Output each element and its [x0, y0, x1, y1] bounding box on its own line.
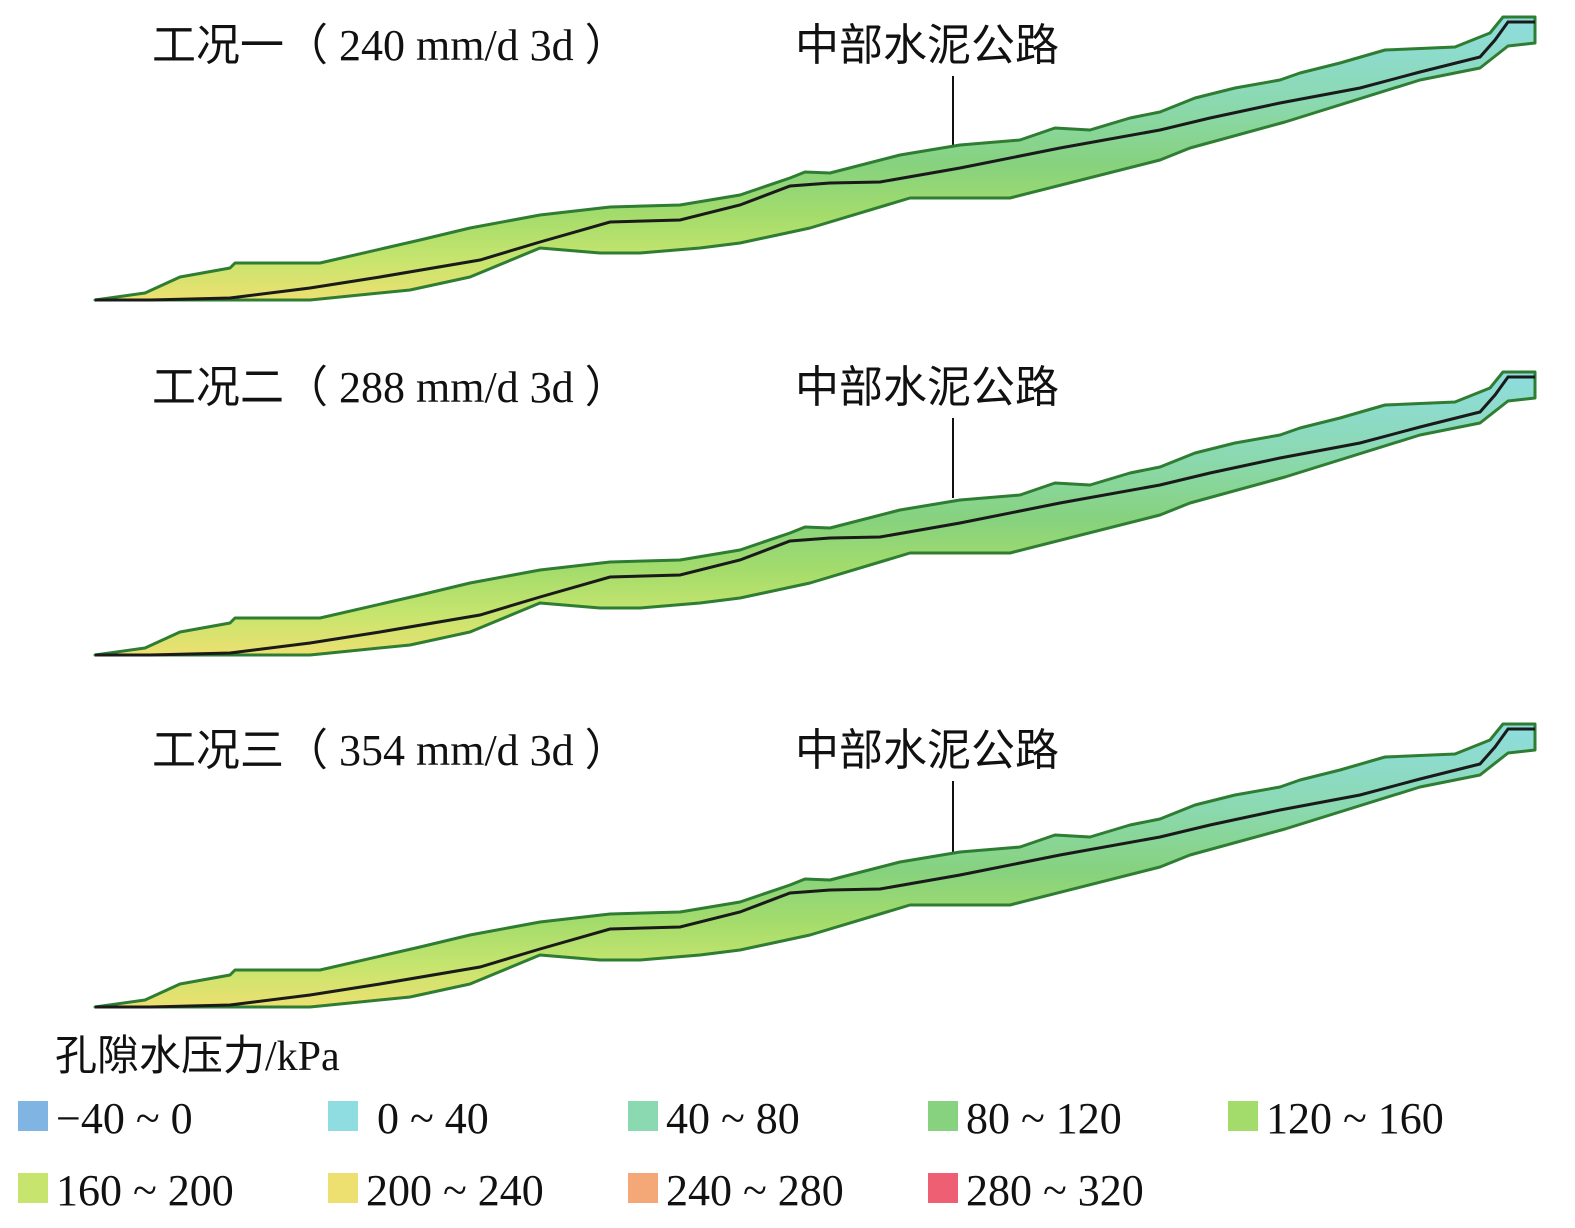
panel-1-title: 工况一（ 240 mm/d 3d ） — [152, 21, 629, 70]
legend-label: 200 ~ 240 — [366, 1166, 544, 1215]
legend-swatch — [1228, 1101, 1258, 1131]
panel-1-road-label: 中部水泥公路 — [795, 21, 1059, 70]
legend-swatch — [928, 1173, 958, 1203]
legend-swatch — [18, 1101, 48, 1131]
legend-label: −40 ~ 0 — [56, 1094, 193, 1143]
panel-1-water-table — [95, 20, 1535, 302]
panel-3: 工况三（ 354 mm/d 3d ） 中部水泥公路 — [93, 722, 1537, 1009]
panel-2: 工况二（ 288 mm/d 3d ） 中部水泥公路 — [93, 363, 1537, 657]
panel-1-slope — [93, 15, 1537, 302]
legend-swatch — [328, 1173, 358, 1203]
panel-2-road-label: 中部水泥公路 — [795, 363, 1059, 412]
legend-swatch — [628, 1173, 658, 1203]
panel-3-road-label: 中部水泥公路 — [795, 726, 1059, 775]
legend-label: 0 ~ 40 — [366, 1094, 489, 1143]
legend-label: 240 ~ 280 — [666, 1166, 844, 1215]
legend-label: 280 ~ 320 — [966, 1166, 1144, 1215]
panel-1: 工况一（ 240 mm/d 3d ） 中部水泥公路 — [93, 15, 1537, 302]
legend-label: 40 ~ 80 — [666, 1094, 800, 1143]
panel-3-slope-body — [93, 722, 1537, 1009]
legend-label: 120 ~ 160 — [1266, 1094, 1444, 1143]
legend-swatch — [928, 1101, 958, 1131]
legend-swatch — [628, 1101, 658, 1131]
legend-label: 160 ~ 200 — [56, 1166, 234, 1215]
legend: 孔隙水压力/kPa −40 ~ 0 0 ~ 40 40 ~ 80 80 ~ 120 1… — [18, 1034, 1444, 1215]
panel-1-slope-body — [93, 15, 1537, 302]
legend-label: 80 ~ 120 — [966, 1094, 1122, 1143]
legend-items: −40 ~ 0 0 ~ 40 40 ~ 80 80 ~ 120 120 ~ 160 16… — [18, 1094, 1444, 1215]
panel-3-water-table — [95, 727, 1535, 1009]
panel-3-slope — [93, 722, 1537, 1009]
legend-swatch — [18, 1173, 48, 1203]
panel-2-water-table — [95, 375, 1535, 657]
panel-3-title: 工况三（ 354 mm/d 3d ） — [152, 726, 629, 775]
panel-2-title: 工况二（ 288 mm/d 3d ） — [152, 363, 629, 412]
legend-title: 孔隙水压力/kPa — [55, 1034, 340, 1080]
legend-swatch — [328, 1101, 358, 1131]
panel-2-slope — [93, 370, 1537, 657]
panel-2-slope-body — [93, 370, 1537, 657]
